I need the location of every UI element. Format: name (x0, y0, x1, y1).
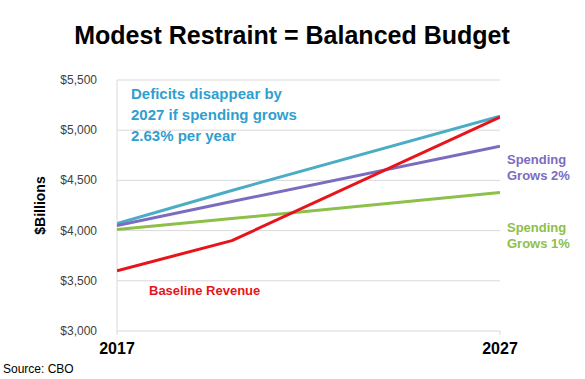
y-tick-label: $5,500 (60, 73, 97, 87)
y-axis-line (117, 80, 118, 331)
x-tick-label: 2017 (99, 340, 135, 357)
series-label: SpendingGrows 1% (507, 220, 570, 251)
x-tick (117, 331, 118, 335)
y-tick-label: $3,000 (60, 324, 97, 338)
series-line (117, 117, 500, 271)
grid (117, 80, 500, 331)
y-axis-label: $Billions (32, 176, 48, 235)
y-tick-label: $3,500 (60, 274, 97, 288)
title: Modest Restraint = Balanced Budget (74, 21, 510, 49)
series-line (117, 192, 500, 229)
annotation: 2027 if spending grows (131, 106, 297, 123)
chart: Modest Restraint = Balanced Budget $3,000… (0, 0, 585, 379)
series-line (117, 116, 500, 223)
grid-line (117, 80, 500, 81)
y-tick-label: $4,500 (60, 173, 97, 187)
y-tick-label: $4,000 (60, 224, 97, 238)
series-line (117, 146, 500, 225)
x-tick-label: 2027 (482, 340, 518, 357)
annotation: Deficits disappear by (131, 85, 283, 102)
x-tick (500, 331, 501, 335)
grid-line (117, 331, 500, 332)
y-tick-label: $5,000 (60, 123, 97, 137)
grid-line (117, 230, 500, 231)
plot-area (117, 116, 500, 271)
source: Source: CBO (3, 362, 74, 376)
series-label: Baseline Revenue (149, 283, 260, 298)
annotation: 2.63% per year (131, 127, 236, 144)
grid-line (117, 280, 500, 281)
grid-line (117, 180, 500, 181)
series-label: SpendingGrows 2% (507, 152, 570, 183)
